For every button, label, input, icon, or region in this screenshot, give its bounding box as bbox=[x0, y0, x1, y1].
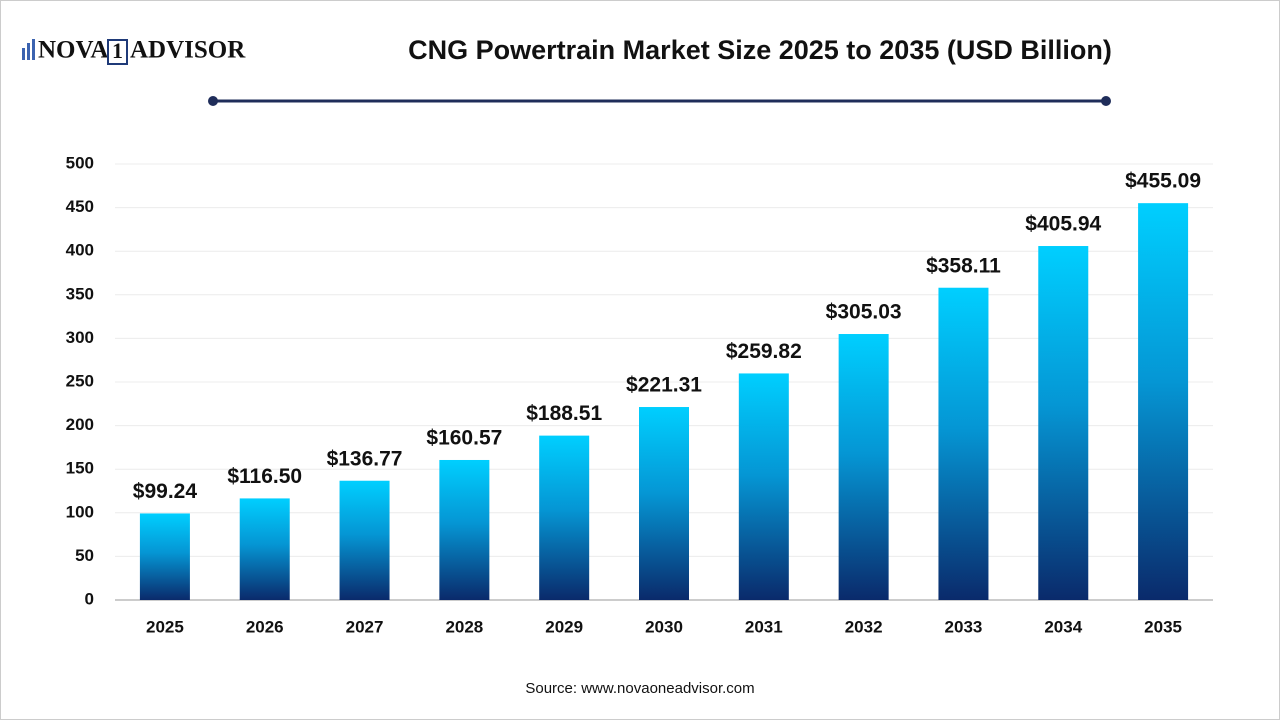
chart-title: CNG Powertrain Market Size 2025 to 2035 … bbox=[408, 35, 1112, 65]
logo-icon bbox=[27, 43, 30, 60]
x-tick-label: 2028 bbox=[445, 617, 483, 636]
data-label: $405.94 bbox=[1025, 213, 1101, 236]
bar bbox=[1038, 246, 1089, 600]
bar bbox=[738, 373, 789, 600]
data-label: $305.03 bbox=[826, 301, 902, 324]
y-tick-label: 400 bbox=[66, 241, 94, 260]
logo-text: ADVISOR bbox=[130, 37, 246, 64]
y-tick-label: 150 bbox=[66, 459, 94, 478]
data-label: $116.50 bbox=[227, 465, 302, 488]
data-label: $259.82 bbox=[726, 340, 802, 363]
bar bbox=[239, 498, 290, 600]
data-label: $358.11 bbox=[926, 254, 1001, 277]
logo-mark: 1 bbox=[112, 38, 123, 63]
data-label: $136.77 bbox=[327, 447, 403, 470]
x-tick-label: 2026 bbox=[246, 617, 284, 636]
x-tick-label: 2025 bbox=[146, 617, 184, 636]
bar bbox=[139, 513, 190, 600]
logo-box bbox=[107, 39, 128, 65]
y-tick-label: 500 bbox=[66, 153, 94, 172]
y-tick-label: 450 bbox=[66, 197, 94, 216]
bar bbox=[1138, 203, 1189, 601]
y-tick-label: 350 bbox=[66, 284, 94, 303]
y-tick-label: 300 bbox=[66, 328, 94, 347]
rule-dot bbox=[1101, 96, 1111, 106]
data-label: $221.31 bbox=[626, 374, 702, 397]
data-label: $160.57 bbox=[426, 427, 502, 450]
y-tick-label: 200 bbox=[66, 415, 94, 434]
y-tick-label: 100 bbox=[66, 502, 94, 521]
bar bbox=[339, 480, 390, 600]
logo-text: NOVA bbox=[38, 37, 108, 64]
logo: NOVA 1 ADVISOR bbox=[22, 37, 246, 65]
y-tick-label: 50 bbox=[75, 546, 94, 565]
x-tick-label: 2032 bbox=[845, 617, 883, 636]
bar bbox=[539, 435, 590, 600]
bar bbox=[439, 459, 490, 600]
data-label: $188.51 bbox=[526, 402, 602, 425]
bar bbox=[639, 407, 689, 600]
x-tick-label: 2031 bbox=[745, 617, 783, 636]
data-label: $99.24 bbox=[133, 480, 198, 503]
rule-dot bbox=[208, 96, 218, 106]
bar bbox=[838, 334, 889, 600]
data-label: $455.09 bbox=[1125, 170, 1201, 193]
logo-icon bbox=[32, 39, 35, 60]
y-tick-label: 250 bbox=[66, 371, 94, 390]
x-tick-label: 2029 bbox=[545, 617, 583, 636]
source: Source: www.novaoneadvisor.com bbox=[525, 680, 754, 697]
x-tick-label: 2034 bbox=[1044, 617, 1082, 636]
y-tick-label: 0 bbox=[85, 589, 94, 608]
bar bbox=[938, 287, 989, 600]
x-tick-label: 2035 bbox=[1144, 617, 1182, 636]
x-tick-label: 2033 bbox=[945, 617, 983, 636]
x-tick-label: 2030 bbox=[645, 617, 683, 636]
x-tick-label: 2027 bbox=[346, 617, 384, 636]
logo-icon bbox=[22, 48, 25, 60]
